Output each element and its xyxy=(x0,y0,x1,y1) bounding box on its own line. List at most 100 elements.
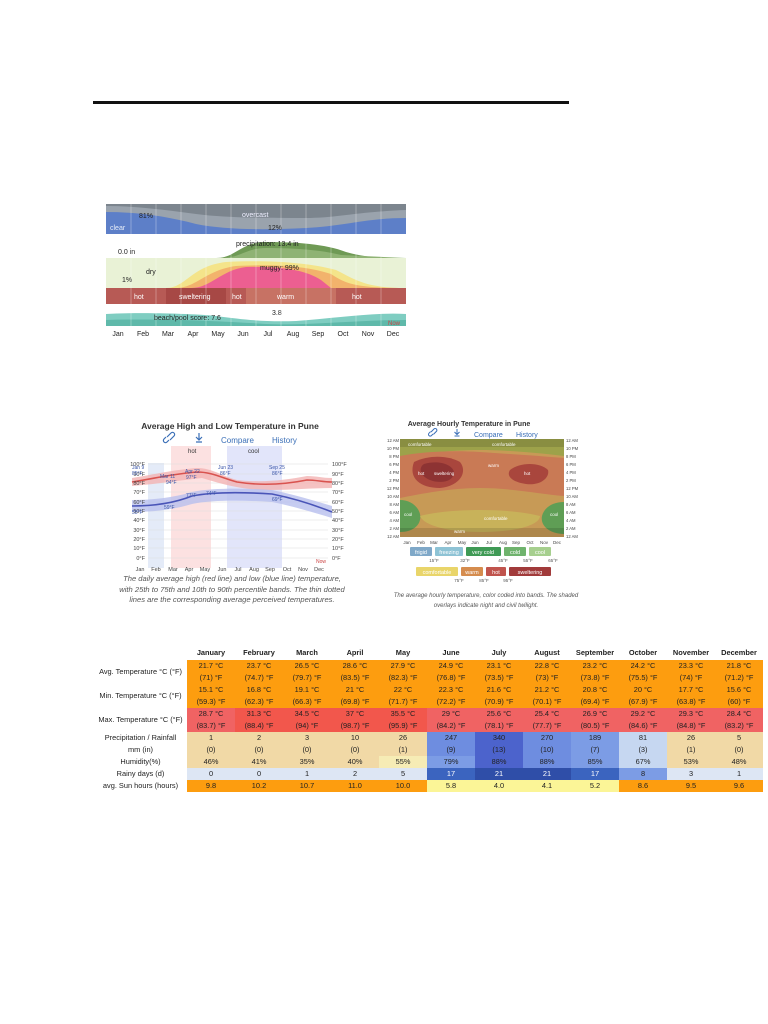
column-header: July xyxy=(491,647,507,657)
table-cell: 67% xyxy=(619,756,667,768)
table-cell: 21 xyxy=(475,768,523,780)
link-icon[interactable] xyxy=(428,428,438,437)
table-cell: 20.8 °C xyxy=(571,684,619,696)
x-tick: Apr xyxy=(185,567,194,573)
chart-caption: The average hourly temperature, color co… xyxy=(393,593,579,609)
table-cell: (83.2) °F xyxy=(715,720,763,732)
legend-label: cold xyxy=(510,550,520,556)
column-header: September xyxy=(575,647,615,657)
y-tick-right: 30°F xyxy=(332,528,344,534)
table-cell: 3 xyxy=(667,768,715,780)
legend-label: comfortable xyxy=(423,570,452,576)
annotation: Jun 23 xyxy=(218,465,233,471)
temp-band-hot-1: hot xyxy=(134,294,144,301)
download-icon[interactable] xyxy=(454,429,460,437)
annotation: Sep 25 xyxy=(269,465,285,471)
clouds-high-pct: 12% xyxy=(268,225,282,232)
month-tick: Oct xyxy=(526,540,534,545)
download-icon[interactable] xyxy=(195,433,203,443)
region-label: comfortable xyxy=(484,516,508,521)
table-cell: (1) xyxy=(667,744,715,756)
annotation: Mar 11 xyxy=(160,474,175,480)
table-cell: 34.5 °C xyxy=(283,708,331,720)
table-cell: 26 xyxy=(379,732,427,744)
legend-value: 45°F xyxy=(498,558,508,563)
table-cell: (79.7) °F xyxy=(283,672,331,684)
table-cell: 88% xyxy=(475,756,523,768)
table-cell: (94) °F xyxy=(283,720,331,732)
x-tick: Mar xyxy=(168,567,178,573)
table-cell: 2 xyxy=(331,768,379,780)
table-cell: (0) xyxy=(235,744,283,756)
y-tick-right: 0°F xyxy=(332,556,341,562)
table-cell: 23.2 °C xyxy=(571,660,619,672)
hour-tick-right: 12 AM xyxy=(566,534,578,539)
table-cell: 4.1 xyxy=(523,780,571,792)
column-header: May xyxy=(395,647,411,657)
table-cell: (72.2) °F xyxy=(427,696,475,708)
link-icon[interactable] xyxy=(162,431,176,444)
hour-tick-right: 2 PM xyxy=(566,478,576,483)
hour-tick: 10 AM xyxy=(387,494,399,499)
table-cell: 28.6 °C xyxy=(331,660,379,672)
hour-tick-right: 10 PM xyxy=(566,446,579,451)
clouds-low-pct: 81% xyxy=(139,213,153,220)
y-tick-right: 10°F xyxy=(332,546,344,552)
table-cell: (83.5) °F xyxy=(331,672,379,684)
table-cell: (80.5) °F xyxy=(571,720,619,732)
table-cell: 9.8 xyxy=(187,780,235,792)
precip-zero-label: 0.0 in xyxy=(118,249,135,256)
table-cell: 29 °C xyxy=(427,708,475,720)
legend-swatch xyxy=(416,567,458,576)
table-cell: 20 °C xyxy=(619,684,667,696)
hour-tick-right: 6 AM xyxy=(566,510,576,515)
column-header: January xyxy=(196,647,226,657)
y-tick: 60°F xyxy=(133,500,145,506)
hourly-temperature-chart: Average Hourly Temperature in Pune Compa… xyxy=(380,416,590,626)
x-tick: Sep xyxy=(265,567,275,573)
table-cell: 26.9 °C xyxy=(571,708,619,720)
table-cell: 48% xyxy=(715,756,763,768)
hour-tick-right: 10 AM xyxy=(566,494,578,499)
high-low-temperature-chart: Average High and Low Temperature in Pune… xyxy=(112,416,352,626)
table-cell: (83.7) °F xyxy=(187,720,235,732)
row-label: Humidity(%) xyxy=(94,756,187,768)
annotation: 97°F xyxy=(186,475,197,481)
x-tick: Nov xyxy=(298,567,308,573)
table-cell: (75.5) °F xyxy=(619,672,667,684)
x-tick: Aug xyxy=(249,567,259,573)
hour-tick: 4 PM xyxy=(389,470,399,475)
y-tick: 20°F xyxy=(133,537,145,543)
table-cell: (71) °F xyxy=(187,672,235,684)
temp-band-hot-2: hot xyxy=(232,294,242,301)
x-tick: Jun xyxy=(218,567,227,573)
month-label: Jul xyxy=(264,331,273,338)
month-tick: Sep xyxy=(512,540,521,545)
table-cell: (88.4) °F xyxy=(235,720,283,732)
legend-value: 85°F xyxy=(479,578,489,583)
table-cell: (0) xyxy=(187,744,235,756)
history-link[interactable]: History xyxy=(516,432,538,439)
y-tick-right: 80°F xyxy=(332,481,344,487)
beach-score-label: beach/pool score: 7.6 xyxy=(154,315,221,322)
table-row: Humidity(%) 46% 41% 35% 40% 55% 79% 88% 88% 85% 67… xyxy=(94,756,763,768)
table-cell: 35.5 °C xyxy=(379,708,427,720)
compare-link[interactable]: Compare xyxy=(474,432,503,439)
compare-link[interactable]: Compare xyxy=(221,436,254,445)
month-label: Dec xyxy=(387,331,400,338)
x-tick: Dec xyxy=(314,567,324,573)
month-tick: Jul xyxy=(486,540,492,545)
hour-tick: 6 AM xyxy=(389,510,399,515)
history-link[interactable]: History xyxy=(272,436,297,445)
table-cell: 5 xyxy=(715,732,763,744)
month-tick: Jan xyxy=(403,540,411,545)
table-row: (83.7) °F (88.4) °F (94) °F (98.7) °F (95.9)… xyxy=(94,720,763,732)
table-cell: 28.4 °C xyxy=(715,708,763,720)
table-row: mm (in) (0) (0) (0) (0) (1) (9) (13) (10) (7) (3)(… xyxy=(94,744,763,756)
table-cell: 21 xyxy=(523,768,571,780)
table-cell: (71.7) °F xyxy=(379,696,427,708)
region-label: comfortable xyxy=(492,442,516,447)
table-cell: (1) xyxy=(379,744,427,756)
table-cell: 46% xyxy=(187,756,235,768)
table-header-row: January February March April May June Ju… xyxy=(94,644,763,660)
